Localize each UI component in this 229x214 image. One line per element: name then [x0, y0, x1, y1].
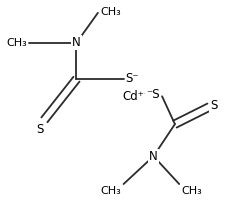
Text: Cd⁺⁺: Cd⁺⁺ [122, 90, 150, 103]
Text: CH₃: CH₃ [6, 38, 27, 48]
Text: CH₃: CH₃ [100, 7, 120, 17]
Text: S⁻: S⁻ [125, 72, 139, 85]
Text: N: N [148, 150, 157, 163]
Text: S: S [36, 123, 44, 136]
Text: CH₃: CH₃ [100, 186, 121, 196]
Text: ⁻S: ⁻S [146, 88, 159, 101]
Text: CH₃: CH₃ [180, 186, 201, 196]
Text: N: N [72, 36, 81, 49]
Text: S: S [209, 100, 217, 112]
